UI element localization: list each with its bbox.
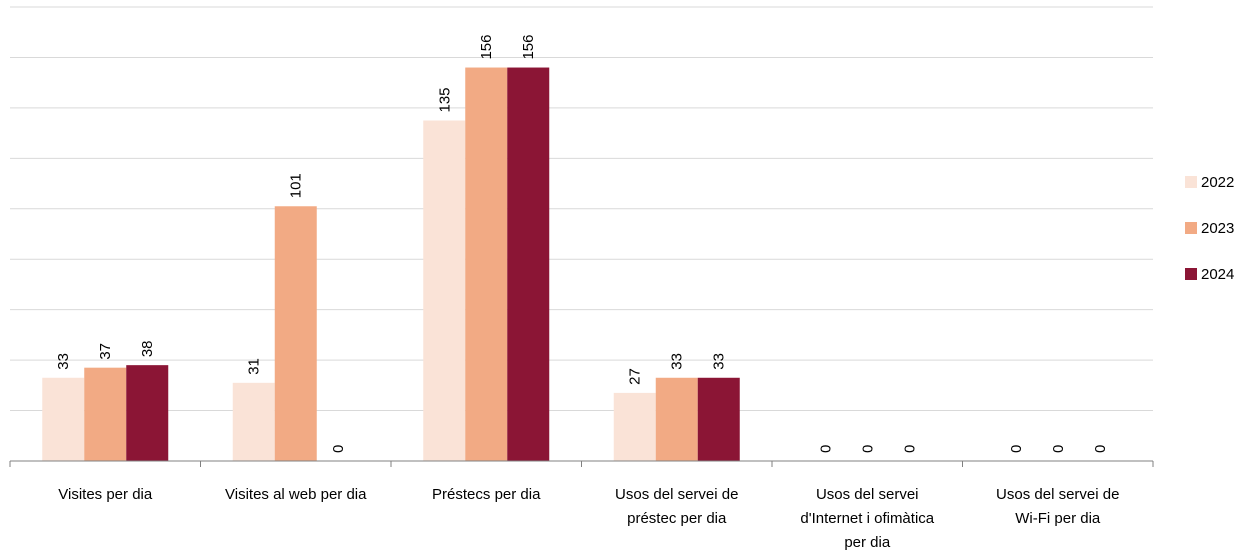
legend-label-2023: 2023 [1201,219,1235,237]
x-tick-label: Visites al web per dia [225,486,367,503]
legend-label-2022: 2022 [1201,173,1235,191]
x-tick-label: Visites per dia [58,486,153,503]
data-label: 38 [139,340,156,357]
bar [465,67,508,462]
data-label: 0 [1092,445,1109,453]
bar [232,382,275,461]
data-label: 156 [520,35,537,60]
bar [126,365,169,461]
data-label: 0 [817,445,834,453]
x-tick-labels: Visites per dia Visites al web per dia Pré… [58,486,1119,551]
legend-swatch-2022 [1185,176,1197,188]
legend-item-2023: 2023 [1185,218,1234,238]
data-label: 31 [246,358,263,375]
data-label: 0 [901,445,918,453]
x-tick-label: Usos del servei de préstec per dia [615,486,738,527]
x-axis [9,460,1154,467]
legend-swatch-2023 [1185,222,1197,234]
legend: 2022 2023 2024 [1185,172,1234,310]
data-label: 33 [711,353,728,370]
bar [84,367,127,461]
data-label: 0 [859,445,876,453]
data-label: 156 [478,35,495,60]
data-label: 33 [55,353,72,370]
legend-item-2022: 2022 [1185,172,1234,192]
bar [507,67,550,462]
legend-label-2024: 2024 [1201,265,1235,283]
value-labels: 33 37 38 31 101 0 135 156 156 27 33 33 0 0 0 0 0 0 [55,35,1109,453]
data-label: 0 [1008,445,1025,453]
data-label: 101 [288,173,305,198]
x-tick-label: Usos del servei de Wi-Fi per dia [996,486,1119,527]
bar [42,377,85,461]
bar [613,392,656,461]
data-label: 37 [97,343,114,360]
bar [274,206,317,461]
data-label: 27 [627,368,644,385]
x-tick-label: Préstecs per dia [432,486,541,503]
bar [423,120,466,461]
bars [42,67,740,462]
data-label: 33 [669,353,686,370]
data-label: 0 [330,445,347,453]
bar [655,377,698,461]
gridlines [10,6,1153,412]
legend-swatch-2024 [1185,268,1197,280]
x-tick-label: Usos del servei d'Internet i ofimàtica per… [800,486,934,551]
legend-item-2024: 2024 [1185,264,1234,284]
data-label: 0 [1050,445,1067,453]
bar [697,377,740,461]
data-label: 135 [436,87,453,112]
